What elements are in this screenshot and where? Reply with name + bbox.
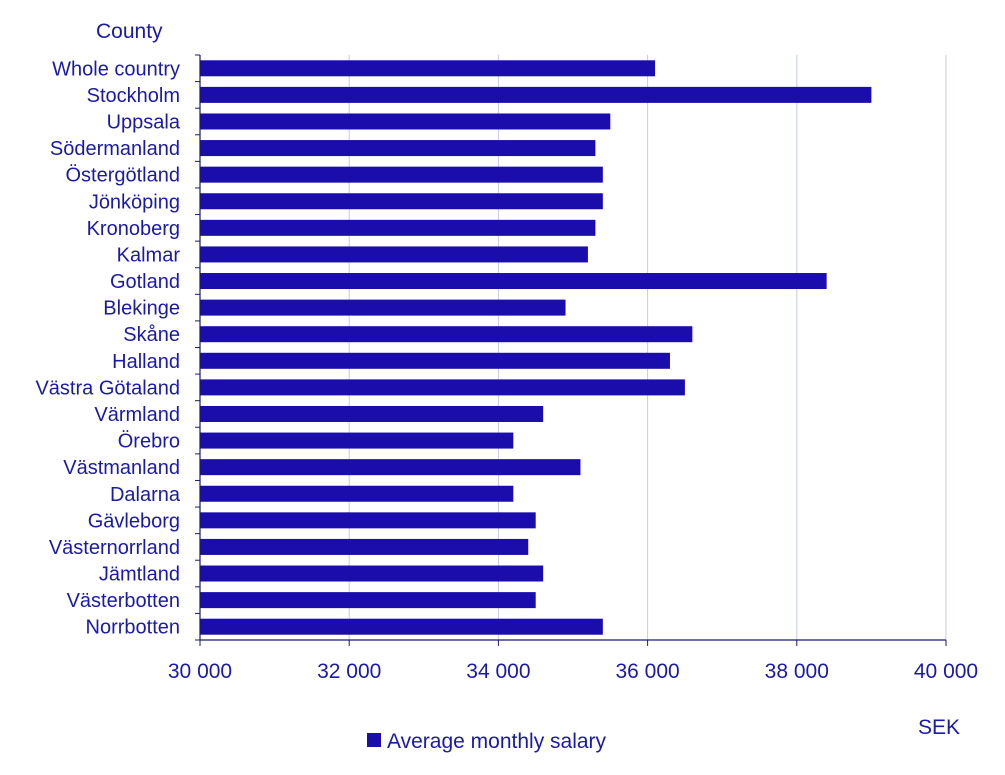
bar [200, 60, 656, 77]
bar [200, 273, 827, 290]
y-axis-title: County [96, 20, 163, 43]
x-tick-label: 40 000 [914, 660, 978, 683]
bar [200, 538, 529, 555]
x-tick-label: 38 000 [765, 660, 829, 683]
x-tick-label: 34 000 [466, 660, 530, 683]
legend: Average monthly salary [367, 730, 607, 753]
bar [200, 299, 566, 316]
category-label: Whole country [52, 58, 180, 80]
category-label: Kronoberg [87, 218, 180, 240]
axes [195, 54, 947, 646]
bar [200, 246, 588, 263]
category-label: Västra Götaland [35, 377, 180, 399]
x-tick-label: 30 000 [168, 660, 232, 683]
bar [200, 565, 544, 582]
bar [200, 459, 581, 476]
category-label: Jämtland [99, 564, 180, 586]
category-label: Uppsala [107, 111, 181, 133]
bar [200, 618, 603, 635]
category-label: Skåne [123, 324, 180, 346]
category-label: Västernorrland [49, 537, 180, 559]
bar [200, 352, 670, 369]
category-label: Norrbotten [86, 617, 181, 639]
category-label: Västerbotten [67, 590, 180, 612]
bar [200, 219, 596, 236]
category-label: Västmanland [63, 457, 180, 479]
bar [200, 140, 596, 157]
bar [200, 512, 536, 529]
category-label: Kalmar [117, 244, 181, 266]
x-tick-labels: 30 000 32 000 34 000 36 000 38 000 40 000 [168, 660, 978, 683]
bar [200, 592, 536, 609]
bar [200, 379, 685, 396]
bar [200, 432, 514, 449]
x-axis-unit: SEK [918, 716, 960, 739]
category-label: Blekinge [103, 298, 180, 320]
bar [200, 113, 611, 130]
category-label: Värmland [94, 404, 180, 426]
x-tick-label: 32 000 [317, 660, 381, 683]
category-label: Gävleborg [88, 510, 180, 532]
category-label: Halland [112, 351, 180, 373]
legend-swatch [367, 733, 381, 747]
x-tick-label: 36 000 [615, 660, 679, 683]
legend-label: Average monthly salary [387, 730, 607, 753]
category-label: Södermanland [50, 138, 180, 160]
bar [200, 405, 544, 422]
category-label: Jönköping [89, 191, 180, 213]
bars [200, 60, 872, 635]
bar [200, 86, 872, 103]
category-labels: Whole country Stockholm Uppsala Södermanlan… [35, 58, 180, 638]
bar [200, 166, 603, 183]
category-label: Örebro [118, 431, 180, 453]
category-label: Dalarna [110, 484, 181, 506]
category-label: Gotland [110, 271, 180, 293]
category-label: Stockholm [87, 85, 180, 107]
bar [200, 326, 693, 343]
bar [200, 193, 603, 210]
category-label: Östergötland [65, 165, 180, 187]
bar [200, 485, 514, 502]
